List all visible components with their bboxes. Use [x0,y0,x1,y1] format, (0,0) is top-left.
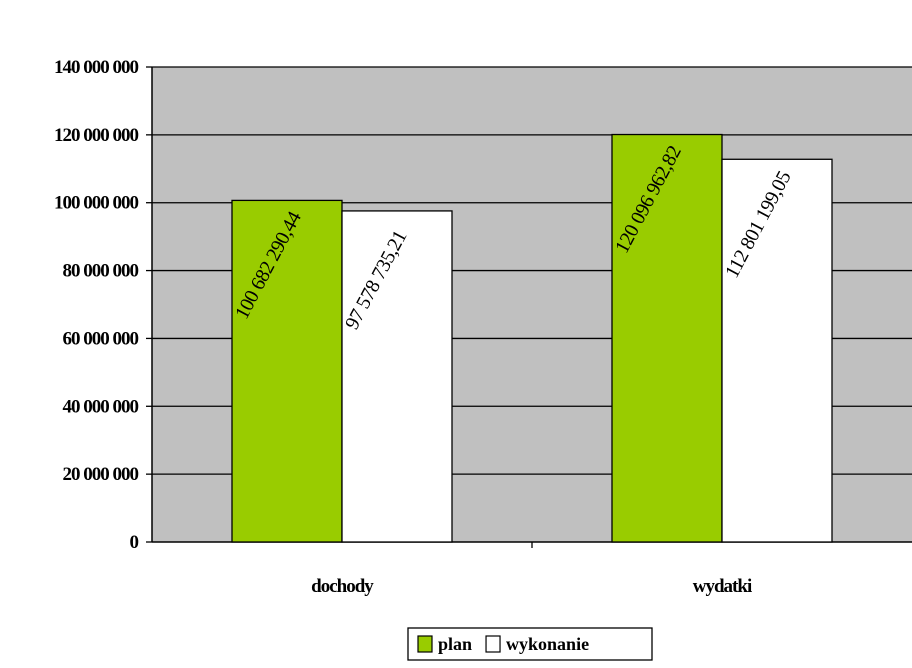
x-category-label: dochody [311,576,374,597]
y-tick-label: 140 000 000 [54,57,139,78]
legend [407,627,653,661]
legend-entry: plan [438,634,472,654]
y-tick-label: 100 000 000 [54,193,139,214]
bar-plan-wydatki [611,133,723,543]
y-tick-label: 40 000 000 [63,396,139,417]
y-tick-label: 80 000 000 [63,261,139,282]
bar-wykonanie-dochody [341,210,453,543]
y-tick-label: 20 000 000 [63,464,139,485]
x-category-label: wydatki [693,576,752,597]
legend-entry: wykonanie [506,634,589,654]
y-tick-label: 0 [130,532,139,553]
legend-swatch [485,635,501,653]
y-tick-label: 60 000 000 [63,328,139,349]
legend-swatch [417,635,433,653]
bar-plan-dochody [231,199,343,543]
bar-wykonanie-wydatki [721,158,833,543]
y-tick-label: 120 000 000 [54,125,139,146]
